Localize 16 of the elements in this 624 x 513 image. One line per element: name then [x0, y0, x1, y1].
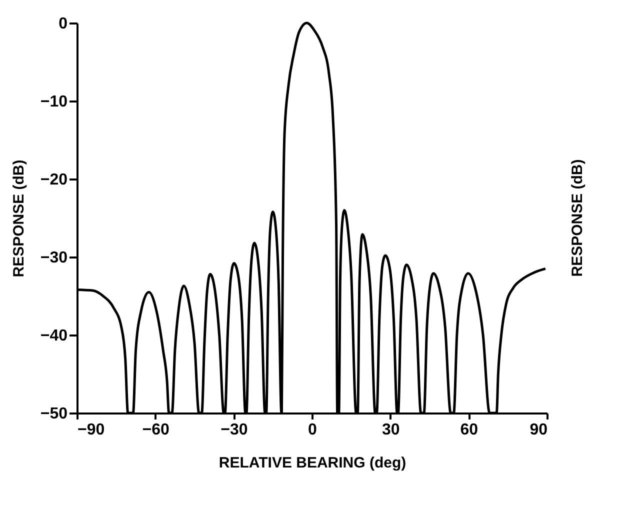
- x-axis-title: RELATIVE BEARING (deg): [218, 454, 406, 472]
- x-tick-label: 0: [308, 422, 318, 438]
- y-axis-title: RESPONSE (dB): [10, 160, 28, 278]
- x-tick-label: 30: [382, 422, 400, 438]
- x-tick-label: −60: [142, 422, 170, 438]
- x-tick-label: −30: [220, 422, 248, 438]
- x-tick-label: −90: [78, 422, 105, 438]
- y-tick-label: −10: [40, 94, 68, 110]
- y-tick-label: 0: [58, 16, 68, 32]
- y-tick-label: −40: [40, 328, 68, 344]
- y-tick-label: −50: [40, 406, 68, 422]
- x-tick-label: 60: [460, 422, 478, 438]
- x-tick-label: 90: [530, 422, 548, 438]
- y-tick-label: −30: [40, 250, 68, 266]
- y2-axis-title: RESPONSE (dB): [569, 159, 586, 277]
- y-tick-label: −20: [40, 172, 68, 188]
